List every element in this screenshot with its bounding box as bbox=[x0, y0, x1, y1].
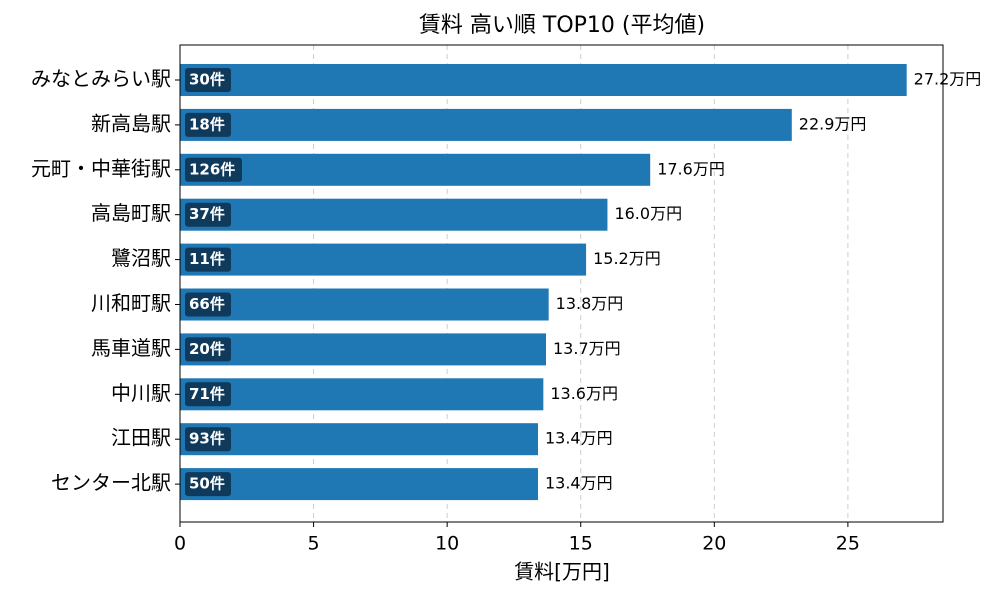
plot-frame bbox=[179, 44, 944, 523]
count-label: 126件 bbox=[189, 160, 235, 178]
value-label: 27.2万円 bbox=[914, 70, 982, 89]
count-badge bbox=[185, 427, 231, 452]
y-tick-label: 鷺沼駅 bbox=[111, 246, 171, 270]
count-label: 11件 bbox=[189, 250, 225, 268]
y-tick-label: 川和町駅 bbox=[91, 291, 171, 315]
bar bbox=[180, 288, 549, 321]
count-badge bbox=[185, 472, 231, 497]
y-tick-label: センター北駅 bbox=[51, 471, 171, 495]
chart-title: 賃料 高い順 TOP10 (平均値) bbox=[419, 13, 705, 38]
x-tick-label: 20 bbox=[702, 533, 726, 555]
bar bbox=[180, 423, 538, 456]
value-label: 22.9万円 bbox=[799, 114, 867, 133]
value-label: 13.6万円 bbox=[550, 384, 618, 403]
count-label: 50件 bbox=[189, 475, 225, 493]
y-tick-label: 高島町駅 bbox=[91, 201, 171, 225]
bar bbox=[180, 468, 538, 501]
count-badge bbox=[185, 247, 231, 272]
count-label: 20件 bbox=[189, 340, 225, 358]
count-label: 71件 bbox=[189, 385, 225, 403]
bar bbox=[180, 378, 544, 411]
y-tick-label: 元町・中華街駅 bbox=[31, 156, 171, 180]
y-tick-label: 江田駅 bbox=[111, 426, 171, 450]
bar bbox=[180, 333, 547, 366]
count-badge bbox=[185, 337, 231, 362]
value-label: 17.6万円 bbox=[657, 159, 725, 178]
count-badge bbox=[185, 292, 231, 317]
value-label: 16.0万円 bbox=[614, 204, 682, 223]
x-tick-label: 10 bbox=[435, 533, 459, 555]
y-tick-label: 馬車道駅 bbox=[91, 336, 171, 360]
x-axis-label: 賃料[万円] bbox=[514, 560, 610, 584]
count-badge bbox=[185, 157, 242, 182]
y-tick-label: 新高島駅 bbox=[91, 111, 171, 135]
y-tick-label: みなとみらい駅 bbox=[31, 67, 171, 91]
value-label: 13.4万円 bbox=[545, 429, 613, 448]
count-badge bbox=[185, 112, 231, 137]
value-label: 13.8万円 bbox=[556, 294, 624, 313]
value-label: 13.4万円 bbox=[545, 474, 613, 493]
count-label: 18件 bbox=[189, 115, 225, 133]
value-label: 15.2万円 bbox=[593, 249, 661, 268]
x-tick-label: 5 bbox=[308, 533, 320, 555]
bar bbox=[180, 198, 608, 231]
x-tick-label: 0 bbox=[174, 533, 186, 555]
bar bbox=[180, 108, 792, 141]
bar bbox=[180, 243, 587, 276]
x-tick-label: 25 bbox=[836, 533, 860, 555]
count-badge bbox=[185, 382, 231, 407]
y-tick-label: 中川駅 bbox=[111, 381, 171, 405]
bar bbox=[180, 153, 651, 186]
count-badge bbox=[185, 68, 231, 92]
count-label: 37件 bbox=[189, 205, 225, 223]
count-badge bbox=[185, 202, 231, 227]
value-label: 13.7万円 bbox=[553, 339, 621, 358]
count-label: 66件 bbox=[189, 295, 225, 313]
x-tick-label: 15 bbox=[569, 533, 593, 555]
bar bbox=[180, 64, 907, 96]
count-label: 93件 bbox=[189, 430, 225, 448]
count-label: 30件 bbox=[189, 71, 225, 89]
